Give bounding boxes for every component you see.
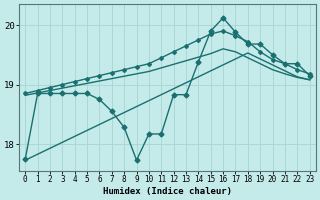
- X-axis label: Humidex (Indice chaleur): Humidex (Indice chaleur): [103, 187, 232, 196]
